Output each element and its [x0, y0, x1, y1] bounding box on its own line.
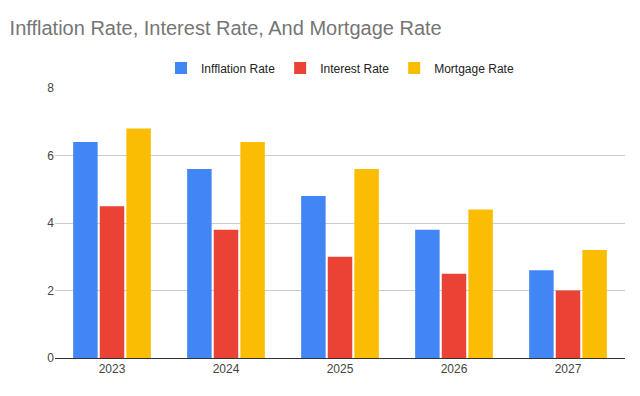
svg-text:Infflation Rate, Interest Rate: Infflation Rate, Interest Rate, And Mort… — [10, 17, 442, 39]
svg-text:2024: 2024 — [213, 362, 240, 376]
svg-text:6: 6 — [47, 149, 54, 163]
svg-text:2023: 2023 — [99, 362, 126, 376]
svg-text:Infflation Rate: Infflation Rate — [201, 62, 275, 76]
svg-text:2025: 2025 — [327, 362, 354, 376]
svg-text:2026: 2026 — [441, 362, 468, 376]
svg-text:0: 0 — [47, 351, 54, 365]
svg-text:8: 8 — [47, 81, 54, 95]
svg-text:Interest Rate: Interest Rate — [320, 62, 389, 76]
svg-text:2: 2 — [47, 284, 54, 298]
svg-text:Mortgage Rate: Mortgage Rate — [434, 62, 514, 76]
svg-text:4: 4 — [47, 216, 54, 230]
svg-text:2027: 2027 — [555, 362, 582, 376]
